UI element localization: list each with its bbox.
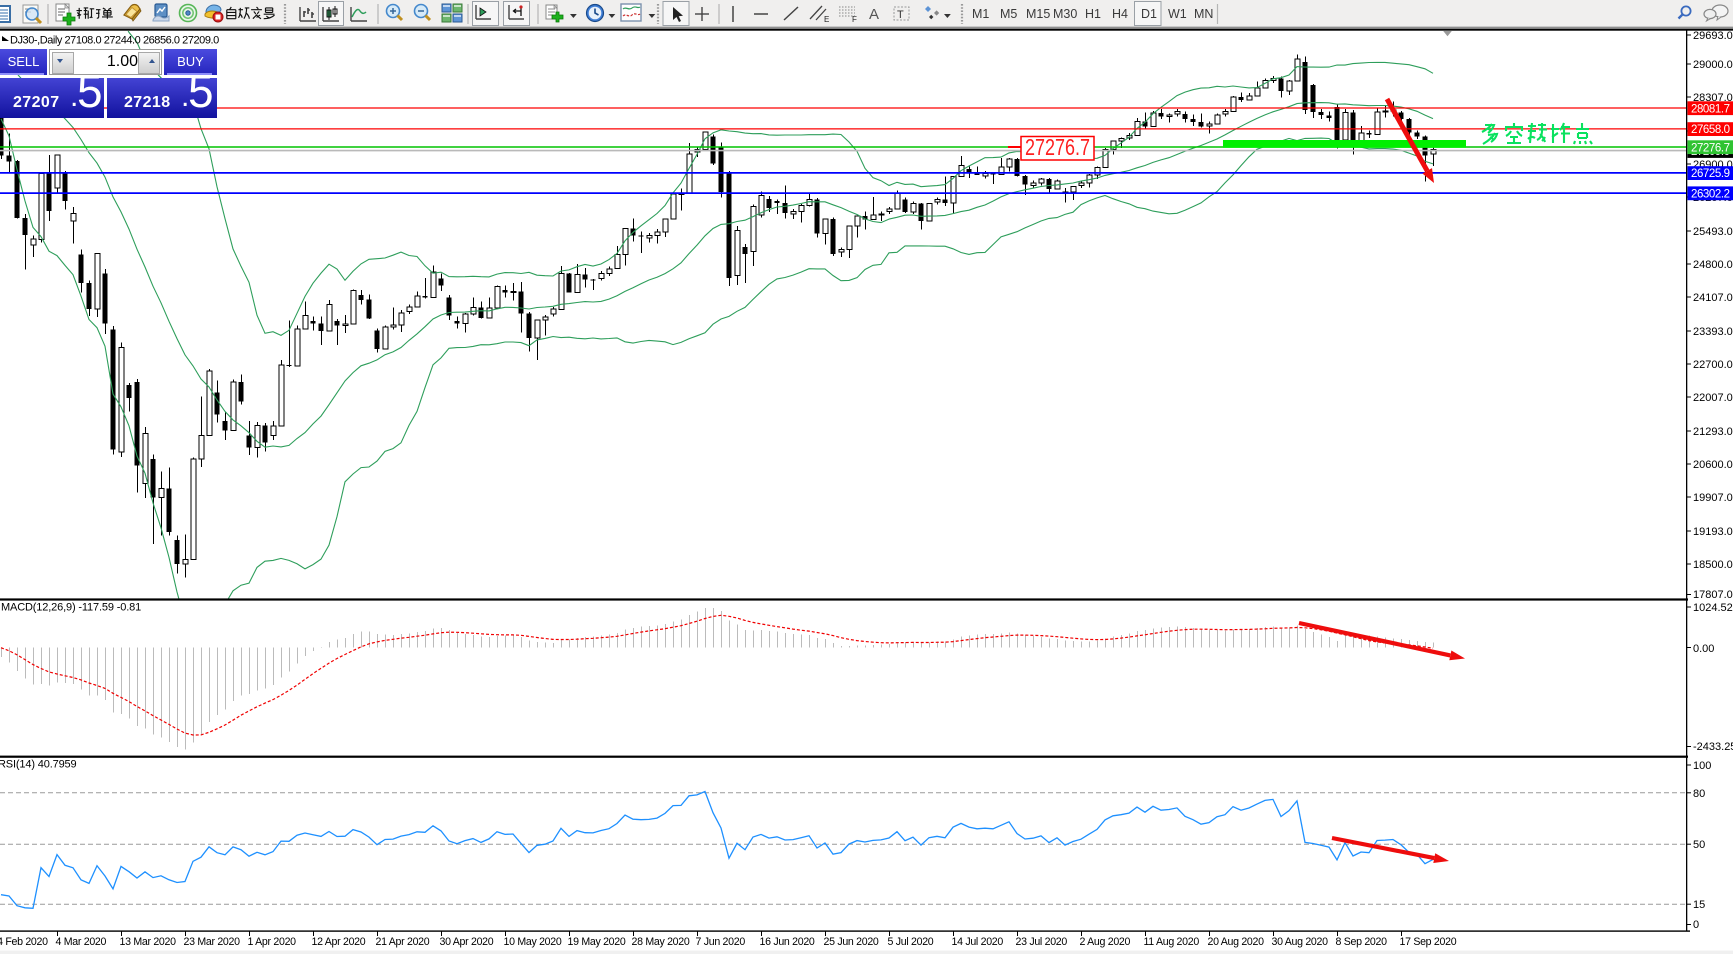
- svg-text:20 Aug 2020: 20 Aug 2020: [1208, 936, 1265, 948]
- svg-text:21 Apr 2020: 21 Apr 2020: [376, 936, 430, 948]
- svg-text:7 Jun 2020: 7 Jun 2020: [696, 936, 746, 948]
- svg-text:0.00: 0.00: [1693, 643, 1714, 655]
- svg-text:25493.0: 25493.0: [1693, 226, 1733, 238]
- svg-text:30 Aug 2020: 30 Aug 2020: [1272, 936, 1329, 948]
- svg-text:19193.0: 19193.0: [1693, 526, 1733, 538]
- svg-text:28 May 2020: 28 May 2020: [632, 936, 690, 948]
- svg-text:50: 50: [1693, 839, 1705, 851]
- svg-text:100: 100: [1693, 760, 1711, 772]
- svg-text:29000.0: 29000.0: [1693, 59, 1733, 71]
- svg-text:H4: H4: [1112, 7, 1128, 21]
- svg-text:M15: M15: [1026, 7, 1050, 21]
- svg-text:26302.2: 26302.2: [1691, 188, 1730, 200]
- svg-text:17807.0: 17807.0: [1693, 589, 1733, 601]
- svg-text:8 Sep 2020: 8 Sep 2020: [1336, 936, 1388, 948]
- svg-text:DJ30-,Daily 27108.0 27244.0 2: DJ30-,Daily 27108.0 27244.0 26856.0 2720…: [10, 35, 219, 47]
- svg-text:M30: M30: [1053, 7, 1077, 21]
- svg-text:H1: H1: [1085, 7, 1101, 21]
- svg-text:20600.0: 20600.0: [1693, 459, 1733, 471]
- svg-text:27658.0: 27658.0: [1691, 124, 1730, 136]
- svg-text:10 May 2020: 10 May 2020: [504, 936, 562, 948]
- svg-text:M1: M1: [972, 7, 989, 21]
- svg-text:28081.7: 28081.7: [1691, 103, 1730, 115]
- svg-text:18500.0: 18500.0: [1693, 559, 1733, 571]
- svg-text:MACD(12,26,9) -117.59 -0.81: MACD(12,26,9) -117.59 -0.81: [1, 602, 141, 614]
- svg-text:80: 80: [1693, 788, 1705, 800]
- svg-text:28307.0: 28307.0: [1693, 92, 1733, 104]
- svg-text:19907.0: 19907.0: [1693, 492, 1733, 504]
- svg-text:24800.0: 24800.0: [1693, 259, 1733, 271]
- svg-text:24 Feb 2020: 24 Feb 2020: [0, 936, 48, 948]
- svg-text:25 Jun 2020: 25 Jun 2020: [824, 936, 879, 948]
- svg-text:5 Jul 2020: 5 Jul 2020: [888, 936, 934, 948]
- svg-text:23 Jul 2020: 23 Jul 2020: [1016, 936, 1068, 948]
- svg-text:19 May 2020: 19 May 2020: [568, 936, 626, 948]
- svg-text:13 Mar 2020: 13 Mar 2020: [120, 936, 177, 948]
- svg-text:F: F: [852, 15, 857, 24]
- svg-text:27276.7: 27276.7: [1691, 142, 1730, 154]
- svg-text:15: 15: [1693, 899, 1705, 911]
- svg-text:14 Jul 2020: 14 Jul 2020: [952, 936, 1004, 948]
- svg-text:D1: D1: [1141, 7, 1157, 21]
- svg-text:T: T: [897, 9, 904, 21]
- svg-text:26725.9: 26725.9: [1691, 168, 1730, 180]
- svg-text:17 Sep 2020: 17 Sep 2020: [1400, 936, 1457, 948]
- svg-text:30 Apr 2020: 30 Apr 2020: [440, 936, 494, 948]
- svg-text:RSI(14) 40.7959: RSI(14) 40.7959: [0, 759, 76, 771]
- svg-text:22007.0: 22007.0: [1693, 392, 1733, 404]
- svg-text:2 Aug 2020: 2 Aug 2020: [1080, 936, 1131, 948]
- svg-text:E: E: [824, 15, 829, 24]
- svg-text:23 Mar 2020: 23 Mar 2020: [184, 936, 241, 948]
- svg-text:4 Mar 2020: 4 Mar 2020: [56, 936, 107, 948]
- svg-text:0: 0: [1693, 919, 1699, 931]
- svg-text:12 Apr 2020: 12 Apr 2020: [312, 936, 366, 948]
- svg-text:11 Aug 2020: 11 Aug 2020: [1144, 936, 1200, 948]
- svg-text:W1: W1: [1168, 7, 1187, 21]
- svg-text:-2433.25: -2433.25: [1693, 741, 1733, 753]
- svg-text:A: A: [869, 6, 879, 23]
- svg-text:22700.0: 22700.0: [1693, 359, 1733, 371]
- svg-text:MN: MN: [1194, 7, 1213, 21]
- svg-text:M5: M5: [1000, 7, 1017, 21]
- svg-text:1024.52: 1024.52: [1693, 602, 1733, 614]
- svg-text:27276.7: 27276.7: [1025, 134, 1090, 160]
- svg-text:23393.0: 23393.0: [1693, 326, 1733, 338]
- svg-text:16 Jun 2020: 16 Jun 2020: [760, 936, 815, 948]
- svg-text:21293.0: 21293.0: [1693, 426, 1733, 438]
- svg-text:1 Apr 2020: 1 Apr 2020: [248, 936, 297, 948]
- svg-text:29693.0: 29693.0: [1693, 30, 1733, 42]
- svg-text:24107.0: 24107.0: [1693, 292, 1733, 304]
